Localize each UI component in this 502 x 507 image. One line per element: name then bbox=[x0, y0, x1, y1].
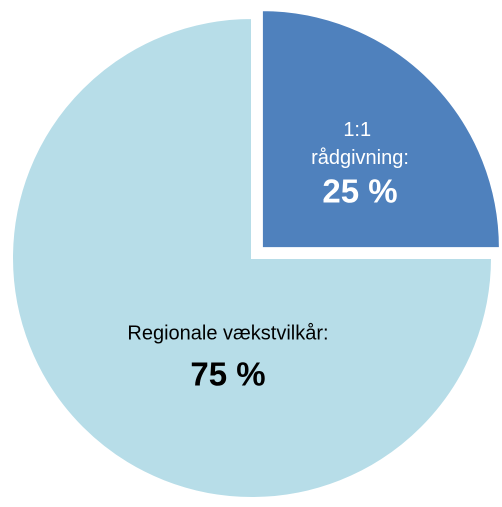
slice-value-label: 75 % bbox=[190, 356, 265, 393]
pie-slice bbox=[11, 16, 494, 499]
slice-label: 1:1 rådgivning: bbox=[311, 119, 409, 169]
slice-value-label: 25 % bbox=[322, 173, 397, 210]
slice-label: Regionale vækstvilkår: bbox=[127, 322, 328, 344]
pie-slice bbox=[260, 9, 501, 250]
